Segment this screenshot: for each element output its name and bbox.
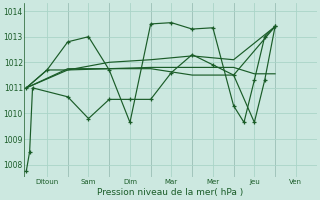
- X-axis label: Pression niveau de la mer( hPa ): Pression niveau de la mer( hPa ): [97, 188, 244, 197]
